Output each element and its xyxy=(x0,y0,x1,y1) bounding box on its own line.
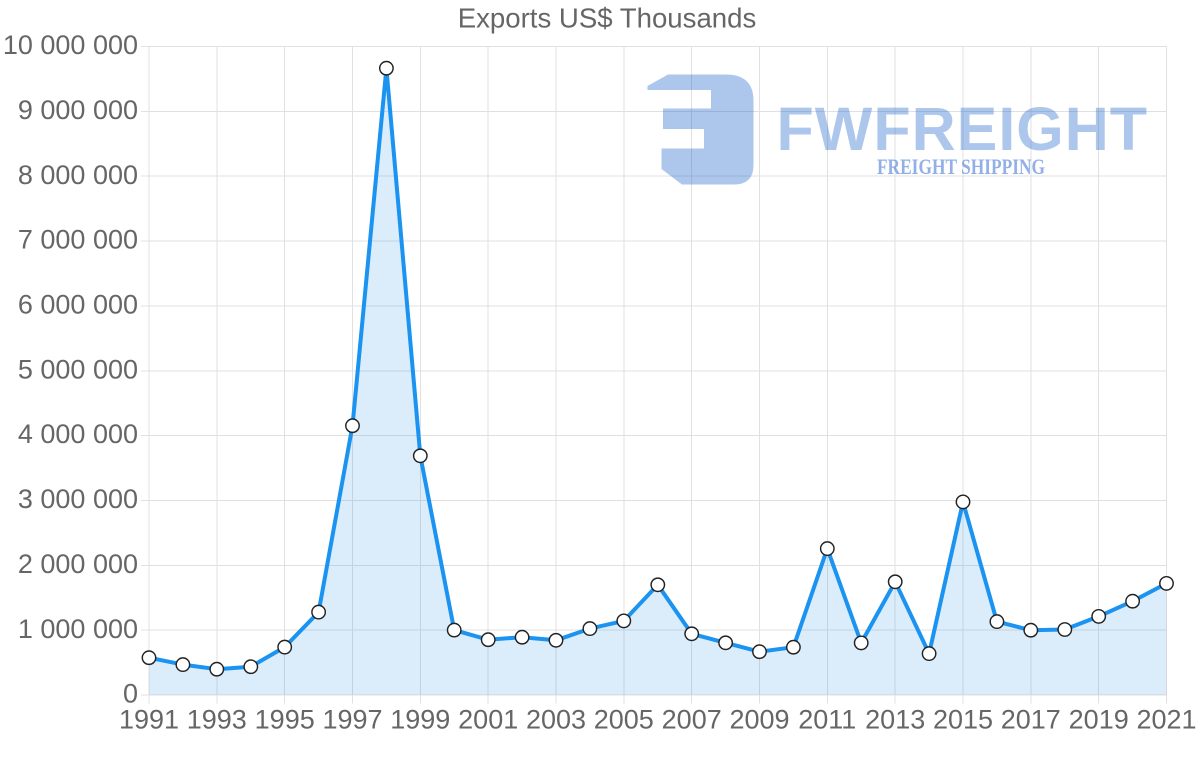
svg-text:2021: 2021 xyxy=(1136,705,1196,735)
svg-text:2013: 2013 xyxy=(865,705,925,735)
svg-text:Exports US$ Thousands: Exports US$ Thousands xyxy=(458,3,757,34)
svg-text:1999: 1999 xyxy=(390,705,450,735)
svg-text:2001: 2001 xyxy=(458,705,518,735)
svg-text:5 000 000: 5 000 000 xyxy=(18,354,138,384)
svg-text:4 000 000: 4 000 000 xyxy=(18,419,138,449)
svg-text:2007: 2007 xyxy=(662,705,722,735)
svg-text:2015: 2015 xyxy=(933,705,993,735)
svg-text:7 000 000: 7 000 000 xyxy=(18,225,138,255)
svg-text:2009: 2009 xyxy=(729,705,789,735)
svg-text:6 000 000: 6 000 000 xyxy=(18,290,138,320)
svg-text:1991: 1991 xyxy=(119,705,179,735)
svg-text:1997: 1997 xyxy=(322,705,382,735)
svg-text:2003: 2003 xyxy=(526,705,586,735)
svg-text:FREIGHT SHIPPING: FREIGHT SHIPPING xyxy=(877,155,1045,179)
svg-text:1 000 000: 1 000 000 xyxy=(18,614,138,644)
svg-text:1993: 1993 xyxy=(187,705,247,735)
svg-text:0: 0 xyxy=(123,679,138,709)
svg-text:8 000 000: 8 000 000 xyxy=(18,160,138,190)
svg-text:2011: 2011 xyxy=(798,705,856,735)
svg-text:2 000 000: 2 000 000 xyxy=(18,549,138,579)
svg-text:2019: 2019 xyxy=(1069,705,1129,735)
svg-text:10 000 000: 10 000 000 xyxy=(3,30,138,60)
svg-text:2005: 2005 xyxy=(594,705,654,735)
svg-text:FWFREIGHT: FWFREIGHT xyxy=(777,95,1149,163)
svg-text:9 000 000: 9 000 000 xyxy=(18,95,138,125)
svg-text:3 000 000: 3 000 000 xyxy=(18,484,138,514)
svg-text:2017: 2017 xyxy=(1001,705,1061,735)
svg-text:1995: 1995 xyxy=(255,705,315,735)
